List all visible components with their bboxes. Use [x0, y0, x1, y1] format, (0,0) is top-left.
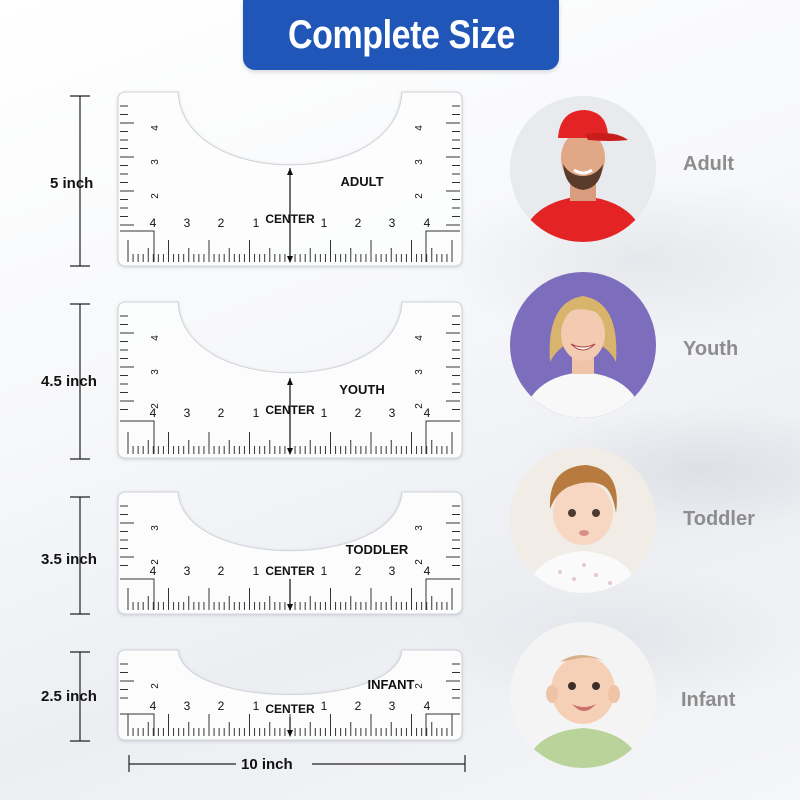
adult-man-red-cap-icon — [510, 96, 656, 242]
bottom-number: 2 — [218, 406, 225, 420]
corner-bracket-right — [425, 420, 460, 454]
smiling-woman-icon — [510, 272, 656, 418]
bottom-number: 3 — [389, 406, 396, 420]
bottom-number: 2 — [218, 699, 225, 713]
bottom-number: 2 — [218, 564, 225, 578]
corner-bracket-right — [425, 578, 460, 610]
corner-bracket-left — [120, 420, 155, 454]
center-arrow-head — [287, 448, 293, 455]
center-arrow-head-top — [287, 168, 293, 175]
bottom-number: 1 — [253, 216, 260, 230]
bottom-number: 3 — [184, 564, 191, 578]
size-label-infant: Infant — [681, 689, 736, 711]
side-number-left: 2 — [150, 193, 161, 199]
bottom-number: 4 — [424, 564, 431, 578]
height-label-toddler: 3.5 inch — [41, 551, 97, 568]
title-banner: Complete Size — [243, 0, 559, 70]
center-arrow-head — [287, 256, 293, 263]
center-arrow-head-top — [287, 378, 293, 385]
bottom-number: 2 — [355, 216, 362, 230]
side-number-right: 2 — [414, 193, 425, 199]
center-label: CENTER — [265, 702, 315, 716]
side-number-left: 3 — [150, 369, 161, 375]
side-number-right: 4 — [414, 125, 425, 131]
avatar-infant — [510, 622, 656, 768]
width-label: 10 inch — [241, 756, 293, 773]
width-dimension-line — [128, 755, 466, 772]
bottom-number: 1 — [253, 699, 260, 713]
bottom-number: 4 — [150, 216, 157, 230]
side-number-right: 4 — [414, 335, 425, 341]
bottom-number: 2 — [355, 564, 362, 578]
avatar-adult — [510, 96, 656, 242]
bottom-number: 1 — [253, 564, 260, 578]
ruler-size-infant: INFANT — [368, 677, 415, 692]
side-number-left: 3 — [150, 159, 161, 165]
center-arrow-head — [287, 730, 293, 737]
avatar-toddler — [510, 447, 656, 593]
center-label: CENTER — [265, 564, 315, 578]
bottom-number: 1 — [321, 564, 328, 578]
bottom-number: 3 — [389, 564, 396, 578]
size-label-adult: Adult — [683, 153, 735, 175]
bottom-number: 4 — [150, 699, 157, 713]
side-number-right: 2 — [414, 403, 425, 409]
ruler-body-infant — [117, 649, 463, 741]
center-arrow-head — [287, 604, 293, 611]
side-number-right: 2 — [414, 683, 425, 689]
curly-toddler-icon — [510, 447, 656, 593]
bottom-number: 3 — [184, 216, 191, 230]
corner-bracket-right — [425, 713, 460, 736]
bottom-number: 3 — [184, 406, 191, 420]
side-number-right: 2 — [414, 559, 425, 565]
bottom-number: 4 — [424, 699, 431, 713]
ruler-size-youth: YOUTH — [339, 382, 385, 397]
bottom-number: 3 — [184, 699, 191, 713]
bottom-number: 2 — [355, 406, 362, 420]
side-number-right: 3 — [414, 525, 425, 531]
bottom-number: 3 — [389, 216, 396, 230]
bottom-number: 4 — [150, 564, 157, 578]
side-number-left: 2 — [150, 559, 161, 565]
side-number-right: 3 — [414, 159, 425, 165]
height-label-youth: 4.5 inch — [41, 373, 97, 390]
bottom-number: 4 — [424, 216, 431, 230]
side-number-left: 2 — [150, 683, 161, 689]
corner-bracket-left — [120, 230, 155, 262]
corner-bracket-left — [120, 713, 155, 736]
side-number-left: 3 — [150, 525, 161, 531]
side-number-left: 4 — [150, 335, 161, 341]
avatar-youth — [510, 272, 656, 418]
bottom-number: 1 — [253, 406, 260, 420]
corner-bracket-right — [425, 230, 460, 262]
height-label-adult: 5 inch — [50, 175, 94, 192]
bottom-number: 3 — [389, 699, 396, 713]
size-label-youth: Youth — [683, 338, 739, 360]
side-number-left: 2 — [150, 403, 161, 409]
bottom-number: 4 — [150, 406, 157, 420]
size-label-toddler: Toddler — [683, 508, 755, 530]
bottom-number: 1 — [321, 406, 328, 420]
bottom-number: 2 — [355, 699, 362, 713]
corner-bracket-left — [120, 578, 155, 610]
bottom-number: 4 — [424, 406, 431, 420]
ruler-body-toddler — [117, 491, 463, 615]
side-number-right: 3 — [414, 369, 425, 375]
bottom-number: 1 — [321, 699, 328, 713]
ruler-size-adult: ADULT — [340, 174, 383, 189]
bottom-number: 2 — [218, 216, 225, 230]
ruler-size-toddler: TODDLER — [346, 542, 409, 557]
banner-title: Complete Size — [287, 12, 515, 57]
height-label-infant: 2.5 inch — [41, 688, 97, 705]
baby-icon — [510, 622, 656, 768]
side-number-left: 4 — [150, 125, 161, 131]
bottom-number: 1 — [321, 216, 328, 230]
